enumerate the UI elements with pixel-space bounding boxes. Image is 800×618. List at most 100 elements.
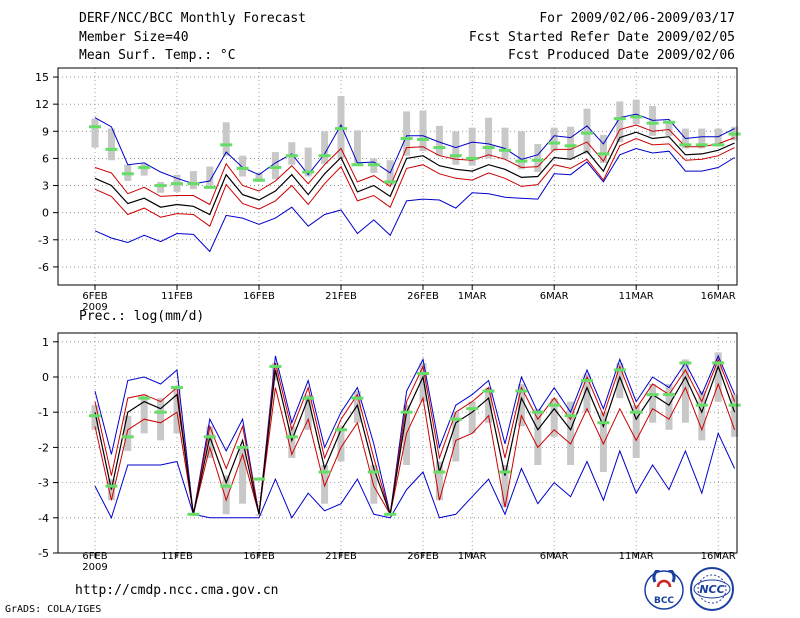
prec-spread-bar <box>288 426 296 458</box>
bcc-logo-text: BCC <box>654 596 674 606</box>
temp-outer-lower-line <box>94 147 735 253</box>
temp-member-mark <box>302 170 315 174</box>
temp-member-mark <box>515 159 528 163</box>
temp-member-mark <box>499 148 511 152</box>
temp-member-mark <box>367 163 380 167</box>
temp-spread-bar <box>157 181 165 193</box>
prec-ytick-label: 1 <box>42 336 49 349</box>
prec-member-mark <box>171 386 183 390</box>
temp-spread-bar <box>353 130 361 165</box>
temp-ytick-label: 15 <box>35 71 49 84</box>
temp-ytick-label: -3 <box>38 234 49 247</box>
prec-spread-bar <box>337 426 345 462</box>
prec-member-mark <box>449 417 462 421</box>
temp-member-mark <box>728 132 741 136</box>
prec-member-mark <box>482 389 495 393</box>
prec-member-mark <box>630 410 643 414</box>
temp-spread-bar <box>206 166 214 186</box>
temp-xtick-label: 16MAR <box>701 291 736 302</box>
temp-ensemble-mean-line <box>94 131 735 216</box>
prec-member-mark <box>154 410 167 414</box>
prec-spread-bar <box>649 384 657 423</box>
prec-member-mark <box>499 470 511 474</box>
temp-member-mark <box>466 156 479 160</box>
prec-ytick-label: 0 <box>42 371 49 384</box>
prec-member-mark <box>138 396 151 400</box>
prec-member-mark <box>351 396 364 400</box>
forecast-title: DERF/NCC/BCC Monthly Forecast <box>79 11 306 26</box>
refer-date: Fcst Started Refer Date 2009/02/05 <box>468 30 735 45</box>
temp-member-mark <box>269 165 282 169</box>
temp-member-mark <box>351 163 364 167</box>
prec-member-mark <box>400 410 413 414</box>
temp-member-mark <box>597 152 610 156</box>
prec-inner-upper-line <box>94 358 736 515</box>
prec-member-mark <box>597 421 610 425</box>
temp-member-mark <box>581 131 593 135</box>
prec-member-mark <box>384 512 397 516</box>
temp-member-mark <box>154 184 167 188</box>
temp-spread-bar <box>107 128 115 161</box>
prec-outer-lower-line <box>94 431 736 520</box>
temp-xtick-label: 1MAR <box>458 291 487 302</box>
prec-xtick-label: 16MAR <box>701 551 736 562</box>
temp-ytick-label: -6 <box>38 261 49 274</box>
temp-member-mark <box>236 166 249 170</box>
prec-spread-bar <box>517 384 525 427</box>
temp-spread-bar <box>140 163 148 176</box>
temp-member-mark <box>187 182 200 186</box>
prec-spread-bar <box>452 412 460 462</box>
prec-member-mark <box>466 407 479 411</box>
temp-member-mark <box>89 125 101 129</box>
prec-member-mark <box>253 477 265 481</box>
temp-member-mark <box>384 180 397 184</box>
temp-xtick-label: 11MAR <box>619 291 654 302</box>
temp-member-mark <box>171 182 183 186</box>
temp-spread-bar <box>435 125 443 156</box>
temp-xtick-label: 6MAR <box>540 291 569 302</box>
source-url[interactable]: http://cmdp.ncc.cma.gov.cn <box>75 583 279 598</box>
prec-spread-bar <box>501 465 509 508</box>
bcc-swirl-icon <box>652 570 676 583</box>
temp-ytick-label: 12 <box>35 98 49 111</box>
prec-plot-frame <box>57 332 738 554</box>
temp-ytick-label: 3 <box>42 180 49 193</box>
temp-spread-bar <box>583 108 591 154</box>
prec-ytick-label: -1 <box>38 406 49 419</box>
temp-member-mark <box>564 144 577 148</box>
temp-ytick-label: 0 <box>42 207 49 220</box>
temp-member-mark <box>548 141 561 145</box>
prec-xtick-label: 21FEB <box>325 551 357 562</box>
prec-member-mark <box>417 371 429 375</box>
prec-member-mark <box>220 484 233 488</box>
temp-member-mark <box>285 154 298 158</box>
temp-xtick-label: 6FEB <box>82 291 107 302</box>
temp-spread-bar <box>632 99 640 125</box>
temp-year-label: 2009 <box>82 302 107 313</box>
prec-spread-bar <box>681 359 689 423</box>
prec-member-mark <box>613 368 626 372</box>
temp-xtick-label: 21FEB <box>325 291 357 302</box>
temp-member-mark <box>138 165 151 169</box>
temp-spread-bar <box>468 127 476 166</box>
prec-spread-bar <box>304 394 312 430</box>
prec-member-mark <box>236 445 249 449</box>
temp-member-mark <box>449 154 462 158</box>
prec-spread-bar <box>632 405 640 458</box>
prec-spread-bar <box>665 384 673 430</box>
prec-member-mark <box>433 470 446 474</box>
prec-year-label: 2009 <box>82 562 107 573</box>
prec-member-mark <box>187 512 200 516</box>
temp-member-mark <box>613 117 626 121</box>
temp-ytick-label: 9 <box>42 125 49 138</box>
prec-member-mark <box>646 393 659 397</box>
prec-spread-bar <box>173 387 181 434</box>
temp-inner-upper-line <box>94 124 735 206</box>
prec-member-mark <box>203 435 216 439</box>
prec-spread-bar <box>91 405 99 430</box>
prec-ytick-label: -3 <box>38 477 49 490</box>
prec-member-mark <box>663 393 675 397</box>
temp-spread-bar <box>501 127 509 160</box>
prec-xtick-label: 11FEB <box>161 551 193 562</box>
ncc-logo: NCC <box>690 567 734 611</box>
